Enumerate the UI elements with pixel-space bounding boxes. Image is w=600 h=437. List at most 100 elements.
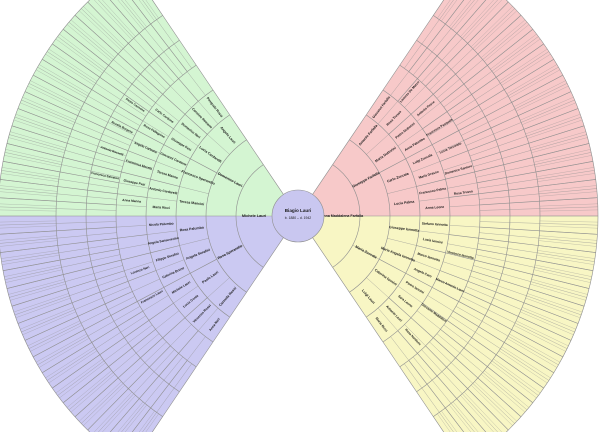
left-fan-sector-divider (103, 71, 129, 90)
right-fan-outer-divider (531, 279, 588, 295)
right-fan-sector-divider (506, 171, 537, 178)
ancestor-label-gen4[interactable]: Teresa Manna (156, 170, 178, 180)
right-fan-sector-divider (469, 275, 499, 287)
left-fan-outer-divider (17, 108, 73, 130)
right-fan-sector-divider (474, 164, 504, 173)
ancestor-label-gen4[interactable]: Stefano Iannotta (422, 221, 448, 227)
ancestor-label-gen4[interactable]: Filippo Serafini (155, 252, 179, 263)
left-fan-sector-divider (28, 83, 82, 110)
right-fan-outer-divider (490, 362, 537, 399)
right-fan-outer-divider (525, 114, 581, 135)
right-fan-outer-divider (452, 401, 483, 437)
left-fan-sector-divider (88, 183, 119, 189)
left-fan-sector-divider (68, 372, 114, 410)
ancestor-label-gen4[interactable]: Angela Sanseverino (147, 236, 179, 246)
right-fan-sector-divider (448, 234, 479, 239)
ancestor-label-gen4[interactable]: Antonio Cardarelli (149, 186, 178, 195)
left-fan-outer-divider (1, 255, 60, 265)
left-fan-outer-divider (124, 0, 147, 28)
right-fan-sector-divider (382, 341, 401, 368)
ancestor-label-gen5[interactable]: Anna Manna (122, 198, 141, 204)
right-fan-sector-divider (478, 237, 509, 243)
left-fan-sector-divider (61, 164, 91, 172)
right-fan-sector-divider (410, 93, 434, 115)
ancestor-label-gen3[interactable]: Giuseppe Iannotta (389, 225, 420, 233)
left-fan-sector-divider (56, 200, 87, 204)
left-fan-outer-divider (6, 143, 64, 158)
right-fan-sector-divider (458, 116, 486, 131)
ancestor-label-gen5[interactable]: Domenico Santoro (444, 164, 472, 176)
left-fan-sector-divider (92, 259, 122, 268)
left-fan-outer-divider (5, 269, 63, 283)
right-fan-sector-divider (463, 291, 492, 305)
left-fan-sector-divider (117, 53, 141, 75)
right-fan-outer-divider (530, 283, 586, 301)
ancestor-label-gen5[interactable]: Rosa Trusso (454, 189, 474, 196)
right-fan-sector-divider (463, 65, 488, 85)
ancestor-label-gen4[interactable]: Angela Caro (413, 267, 432, 279)
right-fan-outer-divider (534, 264, 592, 277)
parent-label-left[interactable]: Michele Lauri (242, 214, 266, 218)
right-fan-sector-divider (397, 285, 423, 304)
right-fan-sector-divider (479, 226, 510, 230)
right-fan-sector-divider (508, 66, 559, 97)
ancestor-label-gen5[interactable]: Lorenzo Neri (130, 265, 150, 275)
ancestor-label-gen3[interactable]: Lucia Palma (394, 200, 415, 206)
ancestor-label-gen3[interactable]: Carlo Zuccala (386, 172, 409, 184)
left-fan-sector-divider (69, 285, 98, 296)
root-person-circle[interactable] (271, 189, 325, 243)
right-fan-outer-divider (525, 297, 581, 318)
ancestor-label-gen4[interactable]: Lucia Iannini (422, 237, 443, 245)
left-fan-sector-divider (104, 127, 133, 141)
left-fan-sector-divider (102, 286, 131, 299)
left-fan-sector-divider (187, 336, 206, 361)
left-fan-sector-divider (108, 347, 133, 367)
right-fan-outer-divider (518, 316, 572, 341)
right-fan-sector-divider (471, 76, 497, 95)
right-fan-outer-divider (516, 85, 569, 112)
left-fan-sector-divider (77, 303, 106, 317)
left-fan-sector-divider (156, 387, 175, 413)
ancestor-label-gen5[interactable]: Vincenzo Iannotta (447, 250, 475, 260)
right-fan-sector-divider (312, 164, 333, 195)
left-fan-outer-divider (70, 19, 115, 58)
right-fan-sector-divider (481, 321, 509, 337)
left-fan-outer-divider (0, 197, 57, 202)
ancestor-label-gen5[interactable]: Giuseppe Pasi (123, 178, 145, 186)
ancestor-label-gen4[interactable]: Francesco Palma (419, 186, 447, 195)
ancestor-label-gen4[interactable]: Anna Leone (425, 205, 444, 210)
left-fan-sector-divider (67, 279, 96, 290)
right-fan-outer-divider (527, 293, 583, 313)
right-fan-sector-divider (431, 28, 452, 52)
ancestor-label-gen3[interactable]: Teresa Mancini (179, 199, 204, 206)
right-fan-sector-divider (399, 40, 417, 66)
right-fan-sector-divider (404, 43, 423, 69)
left-fan-sector-divider (93, 265, 123, 274)
ancestor-label-gen6[interactable]: Francesca Salvatori (91, 171, 120, 181)
right-fan-outer-divider (539, 209, 598, 212)
left-fan-sector-divider (113, 306, 141, 322)
left-fan-sector-divider (93, 158, 123, 167)
right-fan-outer-divider (474, 10, 517, 51)
ancestor-label-gen3[interactable]: Rosa Palumbo (179, 225, 204, 232)
ancestor-label-gen4[interactable]: Maria Ricci (152, 205, 170, 210)
left-fan-outer-divider (8, 279, 65, 295)
left-fan-sector-divider (104, 291, 133, 305)
right-fan-sector-divider (397, 330, 418, 354)
ancestor-label-gen4[interactable]: Marco Iannotta (417, 252, 441, 263)
right-fan-sector-divider (538, 188, 597, 195)
ancestor-label-gen4[interactable]: Nicola Palumbo (149, 221, 174, 227)
left-fan-sector-divider (37, 66, 88, 97)
parent-label-right[interactable]: Anna Maddalena Farfalla (321, 214, 364, 218)
left-fan-sector-divider (89, 177, 120, 184)
right-fan-sector-divider (491, 360, 539, 396)
right-fan-outer-divider (539, 235, 598, 241)
right-fan-outer-divider (527, 119, 583, 139)
father-side-wedge-lower-right (312, 216, 598, 437)
right-fan-outer-divider (467, 388, 509, 431)
ancestor-label-gen4[interactable]: Maria Grasso (418, 170, 439, 180)
ancestor-label-gen6[interactable]: Antonio Rossetti (100, 145, 124, 157)
left-fan-outer-divider (11, 288, 68, 307)
right-fan-sector-divider (422, 302, 448, 321)
